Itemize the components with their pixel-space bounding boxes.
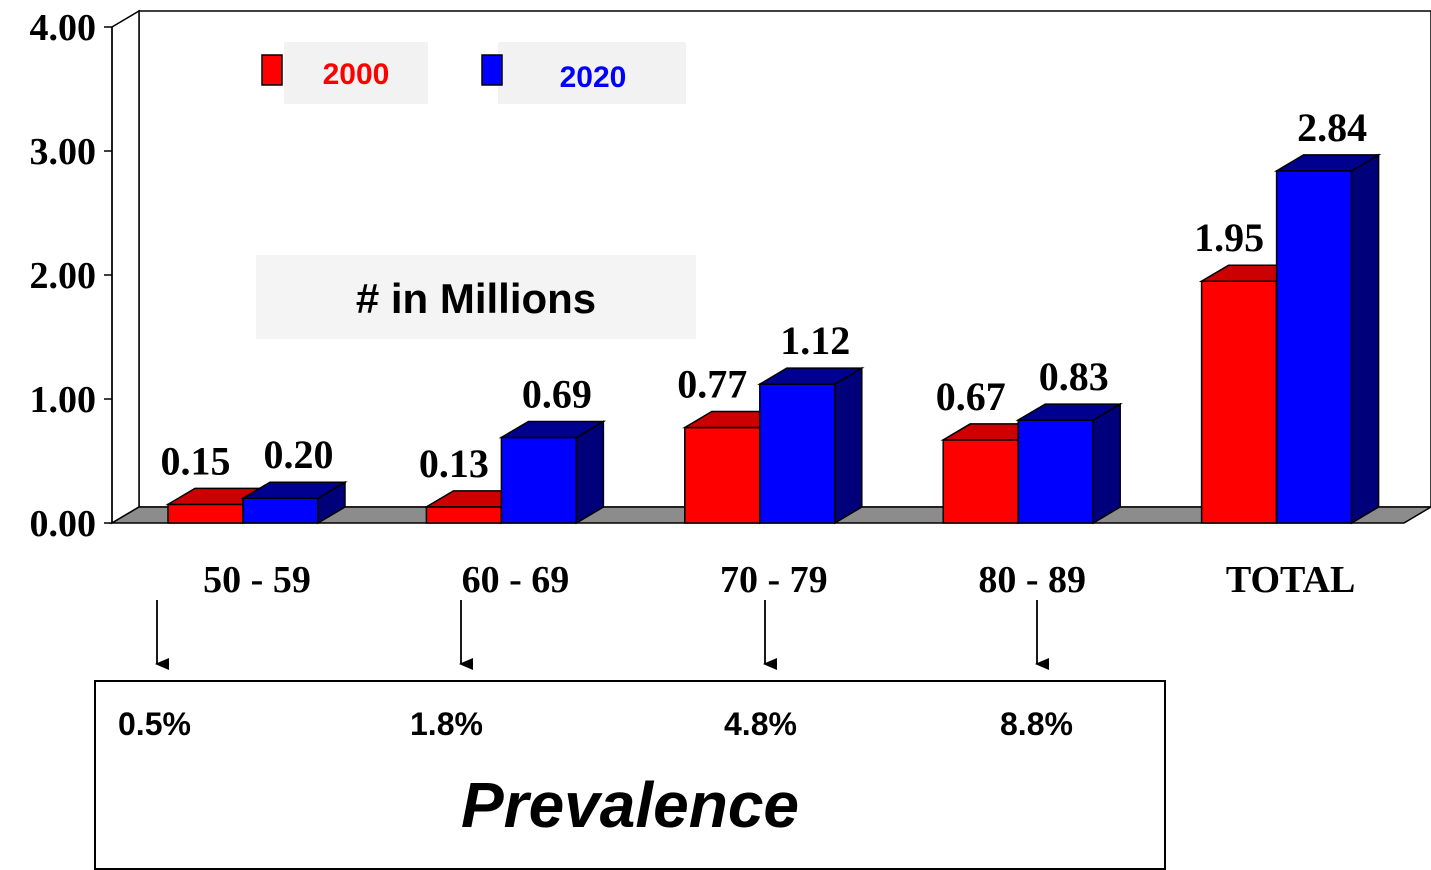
data-label: 0.13: [419, 441, 489, 486]
bar-side: [1092, 402, 1121, 525]
bar-top: [240, 481, 348, 499]
legend-label: 2020: [560, 61, 627, 94]
bar: [1273, 153, 1382, 525]
bar-top: [757, 367, 865, 385]
y-axis: 0.00 1.00 2.00 3.00 4.00: [30, 7, 113, 545]
legend: 2000 2020: [261, 42, 686, 104]
bars: [165, 153, 1382, 525]
bar-front: [942, 439, 1019, 524]
prevalence-arrows: [155, 600, 1049, 670]
legend-swatch: [481, 54, 503, 86]
y-tick-label: 1.00: [30, 379, 97, 421]
legend-bg: [284, 42, 428, 104]
bar-front: [242, 497, 319, 524]
units-label: # in Millions: [356, 275, 596, 322]
prevalence-value: 1.8%: [410, 706, 483, 742]
y-tick-label: 2.00: [30, 255, 97, 297]
legend-swatch: [261, 54, 283, 86]
y-tick-label: 0.00: [30, 503, 97, 545]
data-label: 0.77: [677, 362, 747, 407]
bar-front: [1200, 280, 1278, 524]
side-wall: [111, 9, 140, 525]
x-tick-label: TOTAL: [1226, 559, 1356, 601]
y-tick-label: 3.00: [30, 131, 97, 173]
x-tick-label: 60 - 69: [462, 559, 570, 601]
prevalence-box: 0.5% 1.8% 4.8% 8.8% Prevalence: [94, 680, 1166, 870]
bar-front: [167, 503, 244, 524]
legend-label: 2000: [323, 58, 390, 91]
bar-front: [684, 426, 761, 524]
prevalence-value: 4.8%: [724, 706, 797, 742]
bar-top: [1273, 154, 1382, 172]
x-tick-label: 50 - 59: [203, 559, 311, 601]
data-label: 0.20: [264, 432, 334, 477]
bar: [1015, 402, 1123, 525]
prevalence-value: 8.8%: [1000, 706, 1073, 742]
bar-side: [575, 420, 605, 525]
bar: [498, 420, 607, 525]
units-label-box: # in Millions: [256, 255, 696, 339]
bar: [757, 366, 865, 525]
category-labels: 50 - 59 60 - 69 70 - 79 80 - 89 TOTAL: [203, 559, 1355, 601]
bar: [240, 480, 348, 525]
bar-front: [500, 436, 578, 524]
prevalence-title: Prevalence: [460, 769, 800, 841]
bar-front: [1275, 170, 1353, 524]
data-label: 1.95: [1194, 215, 1264, 260]
data-label: 1.12: [780, 318, 850, 363]
x-tick-label: 70 - 79: [720, 559, 828, 601]
data-label: 0.15: [161, 438, 231, 483]
bar-top: [1015, 403, 1123, 421]
bar-top: [498, 420, 607, 439]
value-labels: 0.15 0.20 0.13 0.69 0.77 1.12 0.67 0.83 1.95 2.84: [161, 105, 1368, 486]
bar-front: [425, 506, 503, 524]
y-tick-label: 4.00: [30, 7, 97, 49]
data-label: 0.69: [522, 371, 592, 416]
bar-front: [1017, 419, 1094, 524]
data-label: 2.84: [1297, 105, 1367, 150]
data-label: 0.83: [1039, 354, 1109, 399]
bar-front: [759, 383, 836, 524]
legend-bg: [498, 42, 686, 104]
prevalence-value: 0.5%: [118, 706, 191, 742]
bar-side: [1350, 153, 1380, 525]
data-label: 0.67: [936, 374, 1006, 419]
x-tick-label: 80 - 89: [978, 559, 1086, 601]
bar-side: [834, 366, 863, 525]
